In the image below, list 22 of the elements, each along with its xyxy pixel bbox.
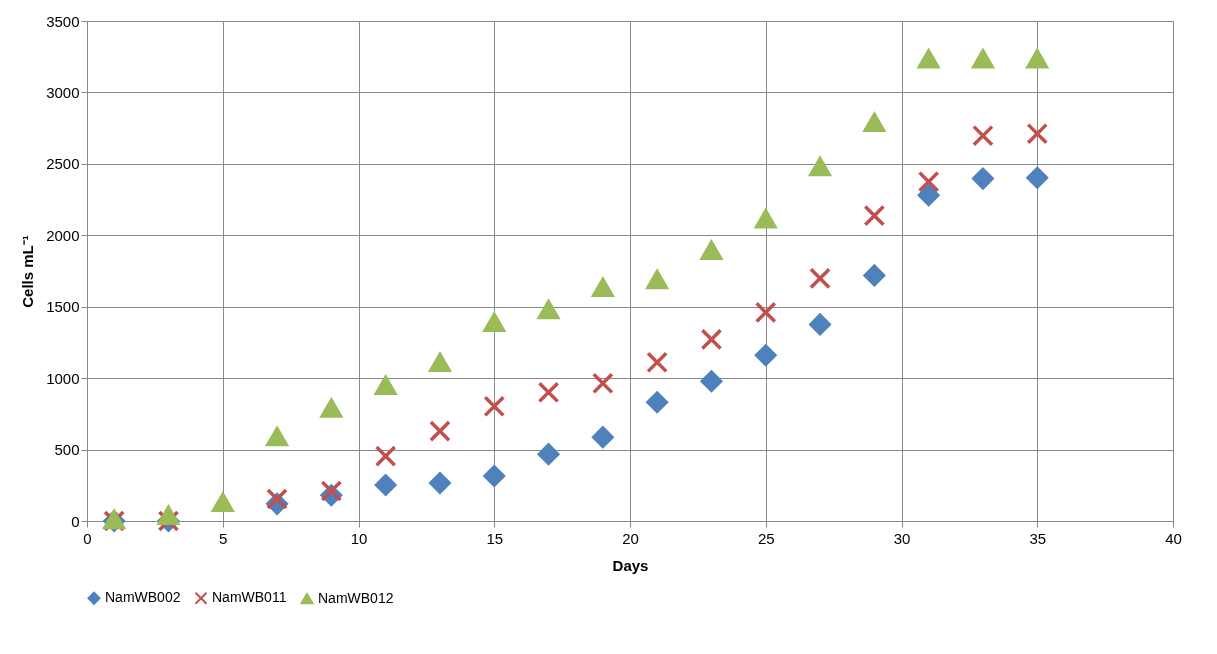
x-tick-label: 5 xyxy=(219,529,228,547)
y-axis-title: Cells mL⁻¹ xyxy=(19,235,37,308)
legend-label: NamWB012 xyxy=(318,589,394,606)
y-tick-label: 1500 xyxy=(46,298,80,316)
y-tick-label: 0 xyxy=(71,512,80,530)
x-tick-label: 30 xyxy=(893,529,911,547)
x-tick-label: 0 xyxy=(83,529,92,547)
x-axis-title: Days xyxy=(612,556,649,574)
x-tick-label: 15 xyxy=(486,529,504,547)
x-tick-label: 20 xyxy=(622,529,639,547)
legend-label: NamWB011 xyxy=(212,589,287,606)
y-tick-label: 2000 xyxy=(46,226,80,244)
y-tick-label: 3500 xyxy=(46,12,80,30)
x-tick-label: 40 xyxy=(1165,529,1182,547)
y-tick-label: 500 xyxy=(54,441,80,459)
y-tick-label: 2500 xyxy=(46,155,80,173)
x-tick-label: 35 xyxy=(1029,529,1047,547)
legend-label: NamWB002 xyxy=(105,589,181,606)
x-tick-label: 10 xyxy=(350,529,368,547)
x-tick-label: 25 xyxy=(757,529,775,547)
y-tick-label: 1000 xyxy=(46,369,80,387)
y-tick-label: 3000 xyxy=(46,83,80,101)
